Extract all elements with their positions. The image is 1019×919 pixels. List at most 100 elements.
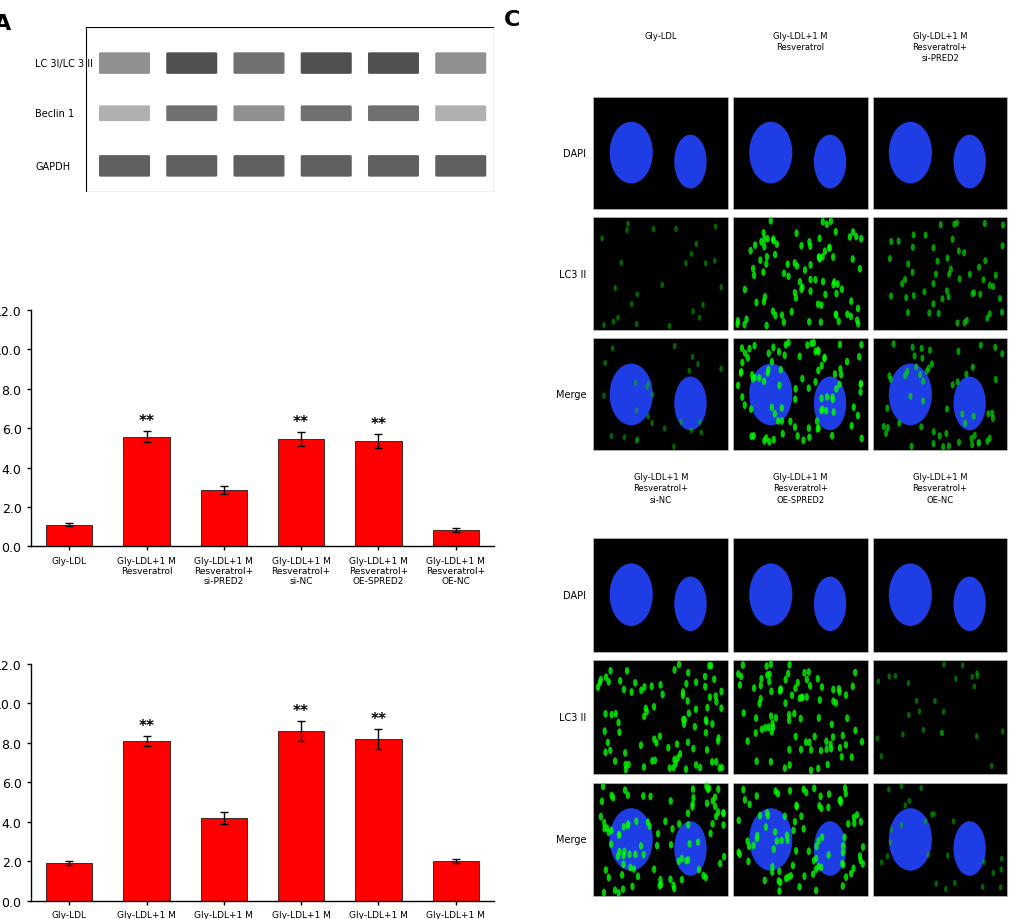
Circle shape	[854, 811, 858, 819]
Circle shape	[936, 433, 941, 440]
Circle shape	[742, 350, 747, 357]
Circle shape	[859, 738, 863, 746]
Circle shape	[837, 688, 841, 696]
Circle shape	[840, 861, 845, 868]
Text: Merge: Merge	[555, 390, 586, 400]
Circle shape	[825, 851, 830, 859]
Circle shape	[720, 822, 725, 829]
Circle shape	[811, 857, 815, 865]
Text: **: **	[292, 703, 309, 719]
Circle shape	[712, 793, 716, 801]
Circle shape	[782, 270, 786, 278]
Circle shape	[926, 365, 929, 372]
Circle shape	[912, 353, 916, 360]
Circle shape	[833, 229, 837, 236]
Bar	[277, 439, 324, 547]
Circle shape	[777, 879, 782, 886]
Circle shape	[794, 263, 798, 270]
Circle shape	[884, 854, 889, 859]
Circle shape	[772, 312, 776, 320]
Circle shape	[801, 786, 805, 793]
Circle shape	[703, 782, 708, 790]
Circle shape	[787, 717, 791, 724]
Bar	[872, 97, 1007, 210]
Circle shape	[819, 254, 824, 261]
Circle shape	[806, 434, 811, 442]
Circle shape	[896, 238, 900, 245]
Circle shape	[622, 435, 626, 441]
Circle shape	[763, 261, 767, 268]
Circle shape	[708, 663, 712, 670]
Circle shape	[610, 794, 614, 801]
Circle shape	[718, 285, 722, 291]
Circle shape	[667, 798, 673, 805]
Circle shape	[600, 236, 603, 243]
Circle shape	[761, 230, 765, 237]
Circle shape	[686, 709, 690, 717]
Text: Gly-LDL+1 M
Resveratrol+
OE-NC: Gly-LDL+1 M Resveratrol+ OE-NC	[912, 472, 967, 504]
Bar	[872, 661, 1007, 774]
Circle shape	[754, 832, 759, 840]
Circle shape	[795, 433, 799, 440]
Circle shape	[975, 440, 979, 447]
Circle shape	[980, 884, 983, 891]
Circle shape	[854, 317, 858, 324]
Circle shape	[757, 257, 762, 265]
Circle shape	[860, 844, 864, 851]
Circle shape	[971, 289, 975, 297]
Circle shape	[638, 842, 643, 850]
Circle shape	[964, 317, 968, 324]
Circle shape	[806, 847, 810, 856]
Circle shape	[1000, 729, 1004, 735]
Circle shape	[769, 358, 773, 366]
Circle shape	[715, 734, 720, 743]
Circle shape	[633, 851, 637, 858]
FancyBboxPatch shape	[368, 156, 419, 177]
Circle shape	[692, 723, 696, 731]
Circle shape	[813, 887, 817, 894]
Circle shape	[736, 817, 740, 824]
Circle shape	[710, 797, 714, 805]
Circle shape	[736, 848, 740, 857]
Circle shape	[798, 746, 802, 754]
Circle shape	[694, 242, 697, 248]
Circle shape	[787, 761, 791, 769]
Circle shape	[818, 302, 822, 310]
Circle shape	[932, 698, 935, 704]
Bar	[872, 218, 1007, 330]
Circle shape	[657, 881, 661, 890]
Circle shape	[944, 886, 947, 892]
Circle shape	[648, 793, 652, 800]
Circle shape	[830, 281, 835, 289]
Ellipse shape	[749, 564, 792, 626]
Circle shape	[822, 248, 826, 255]
Circle shape	[615, 889, 621, 897]
Text: Gly-LDL+1 M
Resveratrol: Gly-LDL+1 M Resveratrol	[772, 32, 826, 52]
Circle shape	[758, 239, 763, 246]
Circle shape	[662, 818, 666, 825]
Circle shape	[887, 674, 890, 680]
Circle shape	[644, 385, 648, 391]
Circle shape	[606, 829, 610, 836]
FancyBboxPatch shape	[166, 156, 217, 177]
Circle shape	[740, 359, 744, 367]
Circle shape	[972, 432, 976, 439]
Circle shape	[620, 871, 624, 879]
Circle shape	[959, 411, 963, 418]
Circle shape	[625, 228, 628, 234]
Circle shape	[889, 239, 893, 245]
Circle shape	[704, 746, 708, 754]
Circle shape	[738, 673, 743, 680]
Circle shape	[783, 676, 787, 684]
Circle shape	[756, 375, 760, 382]
Circle shape	[651, 703, 655, 711]
Circle shape	[773, 837, 779, 845]
Circle shape	[984, 438, 988, 446]
FancyBboxPatch shape	[233, 53, 284, 74]
Circle shape	[794, 801, 798, 810]
Circle shape	[667, 765, 672, 772]
Circle shape	[633, 679, 637, 687]
Circle shape	[658, 880, 662, 889]
Circle shape	[840, 849, 844, 857]
Bar	[733, 661, 867, 774]
